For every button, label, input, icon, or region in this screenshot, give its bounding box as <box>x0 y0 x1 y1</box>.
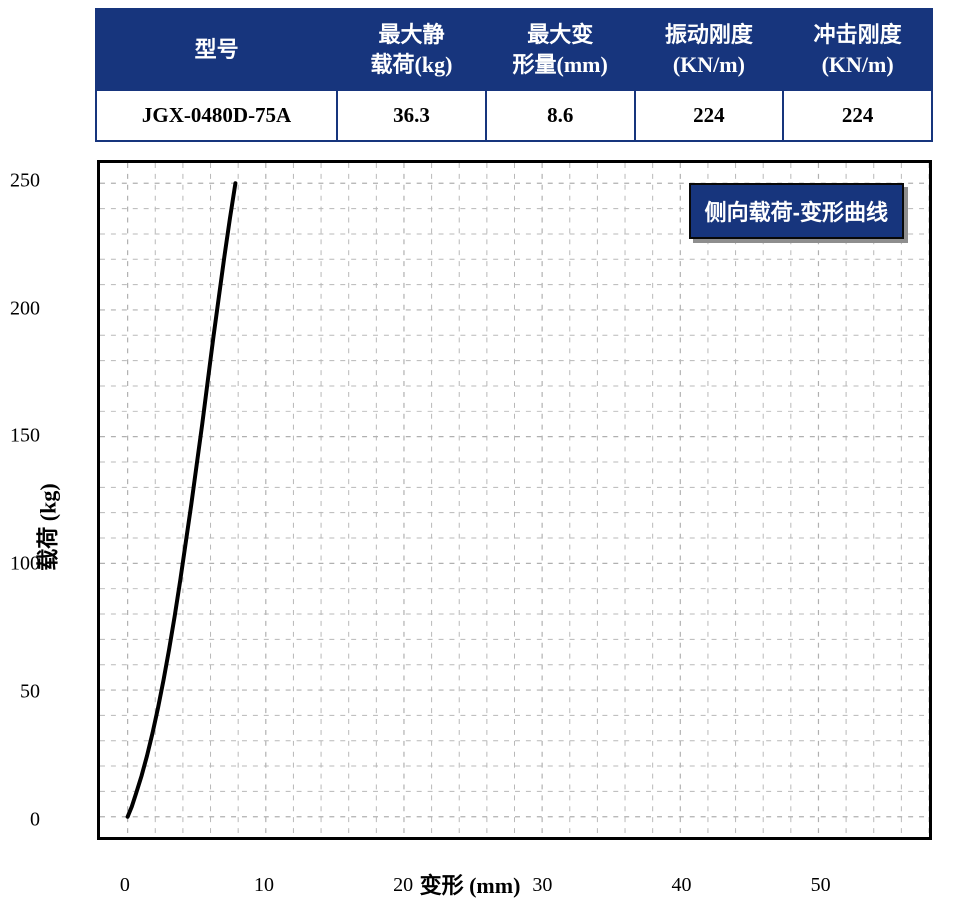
x-tick-label: 10 <box>254 874 274 897</box>
plot-area: 侧向载荷-变形曲线 <box>97 160 932 840</box>
col-header-shock-stiffness: 冲击刚度(KN/m) <box>783 9 932 90</box>
legend-label: 侧向载荷-变形曲线 <box>705 200 888 225</box>
cell-max-deformation: 8.6 <box>486 90 635 141</box>
y-tick-label: 200 <box>0 297 40 320</box>
y-tick-label: 150 <box>0 425 40 448</box>
y-tick-label: 0 <box>0 808 40 831</box>
plot-svg <box>100 163 929 837</box>
chart: 载荷 (kg) 变形 (mm) 050100150200250 01020304… <box>5 152 935 902</box>
col-header-model: 型号 <box>96 9 337 90</box>
x-tick-label: 50 <box>811 874 831 897</box>
table-header-row: 型号 最大静载荷(kg) 最大变形量(mm) 振动刚度(KN/m) 冲击刚度(K… <box>96 9 932 90</box>
cell-vibration-stiffness: 224 <box>635 90 784 141</box>
cell-max-static-load: 36.3 <box>337 90 486 141</box>
x-axis-label: 变形 (mm) <box>420 868 521 900</box>
y-tick-label: 50 <box>0 681 40 704</box>
x-tick-label: 20 <box>393 874 413 897</box>
col-header-max-static-load: 最大静载荷(kg) <box>337 9 486 90</box>
x-tick-label: 30 <box>532 874 552 897</box>
spec-table: 型号 最大静载荷(kg) 最大变形量(mm) 振动刚度(KN/m) 冲击刚度(K… <box>95 8 933 142</box>
cell-shock-stiffness: 224 <box>783 90 932 141</box>
legend-box: 侧向载荷-变形曲线 <box>689 183 904 239</box>
col-header-max-deformation: 最大变形量(mm) <box>486 9 635 90</box>
x-tick-label: 40 <box>672 874 692 897</box>
table-row: JGX-0480D-75A 36.3 8.6 224 224 <box>96 90 932 141</box>
y-tick-label: 250 <box>0 169 40 192</box>
col-header-vibration-stiffness: 振动刚度(KN/m) <box>635 9 784 90</box>
x-tick-label: 0 <box>120 874 130 897</box>
cell-model: JGX-0480D-75A <box>96 90 337 141</box>
y-tick-label: 100 <box>0 553 40 576</box>
